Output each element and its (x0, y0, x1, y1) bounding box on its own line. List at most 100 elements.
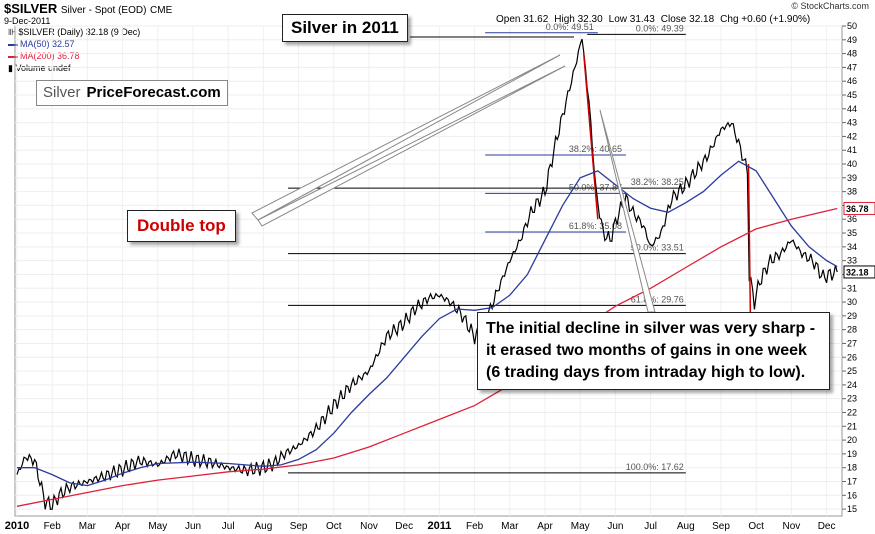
y-tick-label: 16 (847, 490, 857, 500)
x-tick-label: Sep (290, 521, 308, 532)
x-tick-label: Jul (222, 521, 235, 532)
y-tick-label: 41 (847, 145, 857, 155)
x-tick-label: May (148, 521, 167, 532)
y-tick-label: 40 (847, 159, 857, 169)
y-tick-label: 31 (847, 283, 857, 293)
y-tick-label: 28 (847, 325, 857, 335)
y-tick-label: 48 (847, 49, 857, 59)
double-top-pointer-1 (251, 54, 561, 221)
y-tick-label: 46 (847, 76, 857, 86)
low-value: Low 31.43 (608, 14, 655, 25)
legend-ma50: MA(50) 32.57 (8, 39, 75, 49)
y-tick-label: 19 (847, 449, 857, 459)
symbol-title: $SILVER Silver - Spot (EOD) CME (4, 1, 173, 16)
callout-lines (251, 36, 656, 313)
close-value: Close 32.18 (660, 14, 715, 25)
x-tick-label: Mar (79, 521, 97, 532)
legend-ma200: MA(200) 36.78 (8, 51, 80, 61)
watermark-silver: Silver (43, 84, 81, 101)
legend-bar-icon: ⊪ (8, 27, 16, 37)
x-tick-label: Feb (44, 521, 62, 532)
y-tick-label: 47 (847, 62, 857, 72)
y-tick-label: 50 (847, 21, 857, 31)
y-tick-label: 30 (847, 297, 857, 307)
y-tick-label: 44 (847, 104, 857, 114)
x-tick-label: Dec (818, 521, 836, 532)
watermark-site: PriceForecast.com (86, 84, 221, 101)
chart-date: 9-Dec-2011 (4, 16, 51, 26)
x-tick-label: Dec (395, 521, 413, 532)
x-tick-label: 2011 (427, 520, 451, 532)
legend-volume: ▮ Volume undef (8, 63, 71, 73)
y-tick-label: 20 (847, 435, 857, 445)
x-tick-label: Aug (255, 521, 273, 532)
price-value-tag-box (843, 265, 875, 279)
fib-label-2: 38.2%: 38.25 (631, 177, 684, 187)
y-tick-label: 21 (847, 421, 857, 431)
fib-label-1: 38.2%: 40.65 (569, 144, 622, 154)
decline-segment (582, 53, 599, 220)
y-axis: 1516171819202122232425262728293031323334… (842, 21, 875, 514)
y-tick-label: 24 (847, 380, 857, 390)
legend-main: ⊪ $SILVER (Daily) 32.18 (9 Dec) (8, 27, 141, 37)
y-tick-label: 42 (847, 131, 857, 141)
x-tick-label: 2010 (5, 520, 29, 532)
y-tick-label: 34 (847, 242, 857, 252)
x-tick-label: Apr (115, 521, 131, 532)
ma50-series (17, 160, 838, 487)
high-value: High 32.30 (554, 14, 603, 25)
y-tick-label: 45 (847, 90, 857, 100)
y-tick-label: 26 (847, 352, 857, 362)
x-tick-label: Oct (748, 521, 764, 532)
y-tick-label: 39 (847, 173, 857, 183)
ma200-value-tag: 36.78 (846, 204, 869, 214)
y-tick-label: 49 (847, 35, 857, 45)
decline-note-callout: The initial decline in silver was very s… (477, 312, 830, 390)
change-value: Chg +0.60 (+1.90%) (720, 14, 811, 25)
x-tick-label: Mar (501, 521, 519, 532)
ma200-series (16, 207, 838, 507)
y-tick-label: 23 (847, 394, 857, 404)
y-tick-label: 43 (847, 118, 857, 128)
y-tick-label: 22 (847, 407, 857, 417)
y-tick-label: 17 (847, 476, 857, 486)
x-tick-label: Oct (326, 521, 342, 532)
y-tick-label: 29 (847, 311, 857, 321)
x-tick-label: Nov (783, 521, 801, 532)
fib-label-1: 0.0%: 49.51 (546, 22, 594, 32)
y-tick-label: 35 (847, 228, 857, 238)
y-tick-label: 33 (847, 256, 857, 266)
fib-label-2: 61.8%: 29.76 (631, 294, 684, 304)
x-tick-label: Aug (677, 521, 695, 532)
double-top-pointer-2 (257, 65, 566, 227)
open-value: Open 31.62 (496, 14, 549, 25)
y-tick-label: 25 (847, 366, 857, 376)
series-layer (16, 38, 838, 511)
price-value-tag: 32.18 (846, 267, 869, 277)
x-tick-label: Jul (644, 521, 657, 532)
y-tick-label: 15 (847, 504, 857, 514)
symbol-description: Silver - Spot (EOD) (60, 5, 147, 16)
x-tick-label: Apr (537, 521, 553, 532)
x-tick-label: Nov (360, 521, 378, 532)
x-tick-label: Feb (466, 521, 484, 532)
title-callout: Silver in 2011 (282, 14, 408, 42)
x-tick-label: May (571, 521, 590, 532)
y-tick-label: 27 (847, 338, 857, 348)
y-tick-label: 18 (847, 463, 857, 473)
watermark: Silver PriceForecast.com (36, 80, 228, 106)
x-axis: 2010 Feb Mar Apr May Jun Jul Aug Sep Oct Nov Dec 201… (5, 520, 836, 532)
y-tick-label: 38 (847, 187, 857, 197)
ohlc-readout: Open 31.62 High 32.30 Low 31.43 Close 32.18… (496, 14, 810, 25)
ma200-value-tag-box (843, 201, 875, 215)
legend-volume-icon: ▮ (8, 63, 13, 73)
double-top-callout: Double top (127, 210, 236, 242)
y-tick-label: 36 (847, 214, 857, 224)
fib-label-1: 61.8%: 35.08 (569, 221, 622, 231)
fib-label-2: 0.0%: 49.39 (636, 23, 684, 33)
x-tick-label: Sep (712, 521, 730, 532)
x-tick-label: Jun (607, 521, 623, 532)
